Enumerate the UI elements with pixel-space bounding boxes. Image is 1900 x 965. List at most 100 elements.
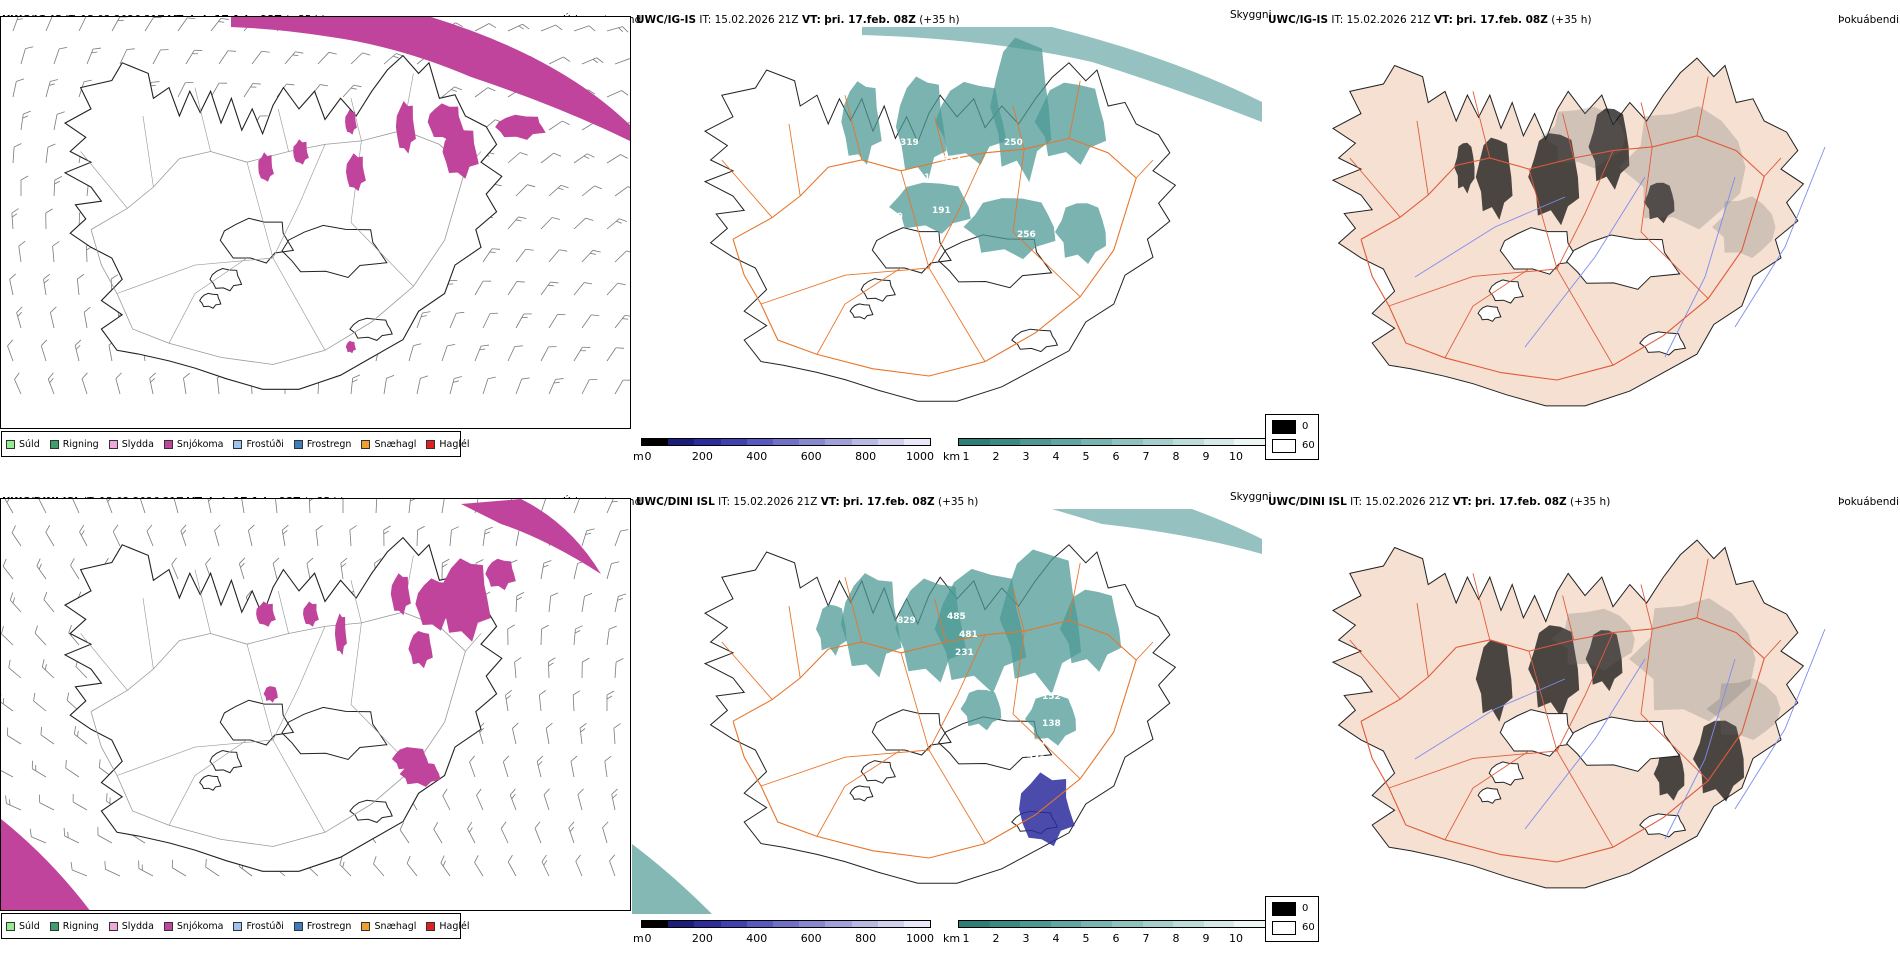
wind-barb — [43, 274, 53, 295]
scale-segment — [878, 439, 904, 445]
legend-label: Slydda — [122, 439, 154, 450]
wind-barb — [604, 756, 614, 777]
scale-segment — [990, 921, 1021, 927]
wind-barb — [570, 756, 581, 777]
legend-swatch — [294, 440, 303, 449]
wind-barb — [450, 310, 464, 331]
wind-barb — [18, 241, 28, 262]
wind-barb — [202, 859, 222, 876]
legend-label: Snjókoma — [177, 439, 224, 450]
scale-segment — [1081, 921, 1112, 927]
wind-barb — [351, 374, 360, 395]
scale-segment — [959, 921, 990, 927]
snow-area — [485, 559, 516, 590]
model-name: UWC/DINI ISL — [636, 496, 715, 508]
wind-barb — [601, 822, 613, 843]
wind-barb — [582, 658, 589, 678]
wind-barb — [615, 658, 623, 678]
wind-barb — [135, 860, 156, 876]
wind-barb — [475, 85, 495, 102]
legend-label: Rigning — [63, 439, 99, 450]
wind-barb — [508, 625, 515, 645]
wind-barb — [74, 340, 86, 361]
wind-barb — [10, 526, 27, 546]
wind-barb — [146, 525, 160, 546]
wind-barb — [536, 756, 548, 777]
wind-barb — [351, 50, 370, 69]
scale-segment — [1143, 439, 1174, 445]
scale-segment — [852, 921, 878, 927]
wind-barb — [483, 310, 498, 331]
wind-barb — [8, 592, 27, 612]
wind-barb — [582, 247, 601, 266]
wind-barb — [105, 499, 119, 513]
wind-barb — [61, 828, 82, 843]
scale-segment — [668, 921, 694, 927]
cloud-base-label: 458 — [1095, 685, 1114, 695]
wind-barb — [514, 657, 523, 678]
wind-barb — [139, 499, 152, 513]
scale-tick: 5 — [1083, 450, 1090, 463]
wind-barb — [567, 822, 580, 843]
scale-segment — [990, 439, 1021, 445]
cloud-base-label: 231 — [955, 648, 974, 658]
scale-segment — [959, 439, 990, 445]
wind-barb — [44, 525, 60, 546]
cloud-base-label: 152 — [1042, 692, 1061, 702]
wind-barb — [607, 25, 628, 37]
wind-barb — [483, 375, 496, 396]
cloud-base-label: 243 — [1027, 755, 1046, 765]
wind-barb — [500, 822, 515, 843]
wind-barb — [343, 82, 362, 102]
scale-tick: 4 — [1053, 450, 1060, 463]
wind-barb — [549, 311, 566, 332]
scale-tick: 5 — [1083, 932, 1090, 945]
scale-tick: 1000 — [906, 450, 934, 463]
wind-barb — [112, 525, 127, 546]
legend-label: Snjókoma — [177, 921, 224, 932]
wind-barb — [611, 789, 622, 810]
cloud-header: UWC/IG-IS IT: 15.02.2026 21Z VT: þri. 17… — [636, 13, 960, 27]
wind-barb — [316, 525, 325, 546]
precip-type-map — [0, 16, 631, 429]
scale-segment — [1173, 439, 1204, 445]
wind-barb — [539, 690, 548, 711]
cloud-base-label: 481 — [959, 630, 978, 640]
wind-barb — [549, 247, 567, 267]
legend-item: Slydda — [109, 921, 154, 932]
panel-title-fog: Þokuábendi — [1838, 13, 1899, 27]
wind-barb — [450, 526, 459, 547]
wind-barb — [574, 279, 592, 299]
model-name: UWC/IG-IS — [636, 14, 696, 26]
scale-tick: 6 — [1113, 932, 1120, 945]
legend-item: Frostúði — [233, 921, 283, 932]
legend-swatch — [109, 440, 118, 449]
wind-barb — [238, 558, 251, 579]
wind-barb — [615, 184, 631, 201]
scale-segment — [1234, 921, 1265, 927]
scale-tick: 10 — [1229, 932, 1243, 945]
wind-barb — [450, 375, 462, 396]
scale-segment — [799, 439, 825, 445]
wind-barb — [15, 307, 27, 328]
cloud-base-label: 829 — [897, 616, 916, 626]
wind-barb — [541, 215, 560, 234]
wind-barb — [213, 525, 225, 546]
scale-segment — [1051, 439, 1082, 445]
precip-type-map — [0, 498, 631, 911]
wind-barb — [9, 274, 20, 295]
legend-swatch — [6, 922, 15, 931]
wind-barb — [574, 152, 594, 169]
panel-title-cloud: Skyggni — [1230, 8, 1272, 22]
legend-swatch — [426, 922, 435, 931]
scale-segment — [694, 921, 720, 927]
wind-barb — [178, 17, 195, 35]
wind-barb — [384, 526, 391, 546]
scale-segment — [747, 921, 773, 927]
wind-barb — [508, 214, 526, 234]
wind-barb — [95, 827, 116, 843]
scale-tick: 9 — [1203, 932, 1210, 945]
fog-legend-swatch — [1272, 439, 1296, 453]
init-time: 15.02.2026 21Z — [733, 496, 817, 508]
